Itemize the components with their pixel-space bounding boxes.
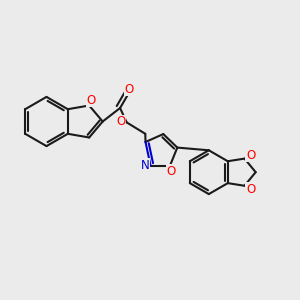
Text: O: O — [246, 148, 255, 161]
Text: N: N — [141, 158, 149, 172]
Text: O: O — [167, 164, 176, 178]
Text: O: O — [125, 83, 134, 96]
Text: O: O — [86, 94, 96, 106]
Text: O: O — [117, 115, 126, 128]
Text: O: O — [246, 183, 255, 196]
